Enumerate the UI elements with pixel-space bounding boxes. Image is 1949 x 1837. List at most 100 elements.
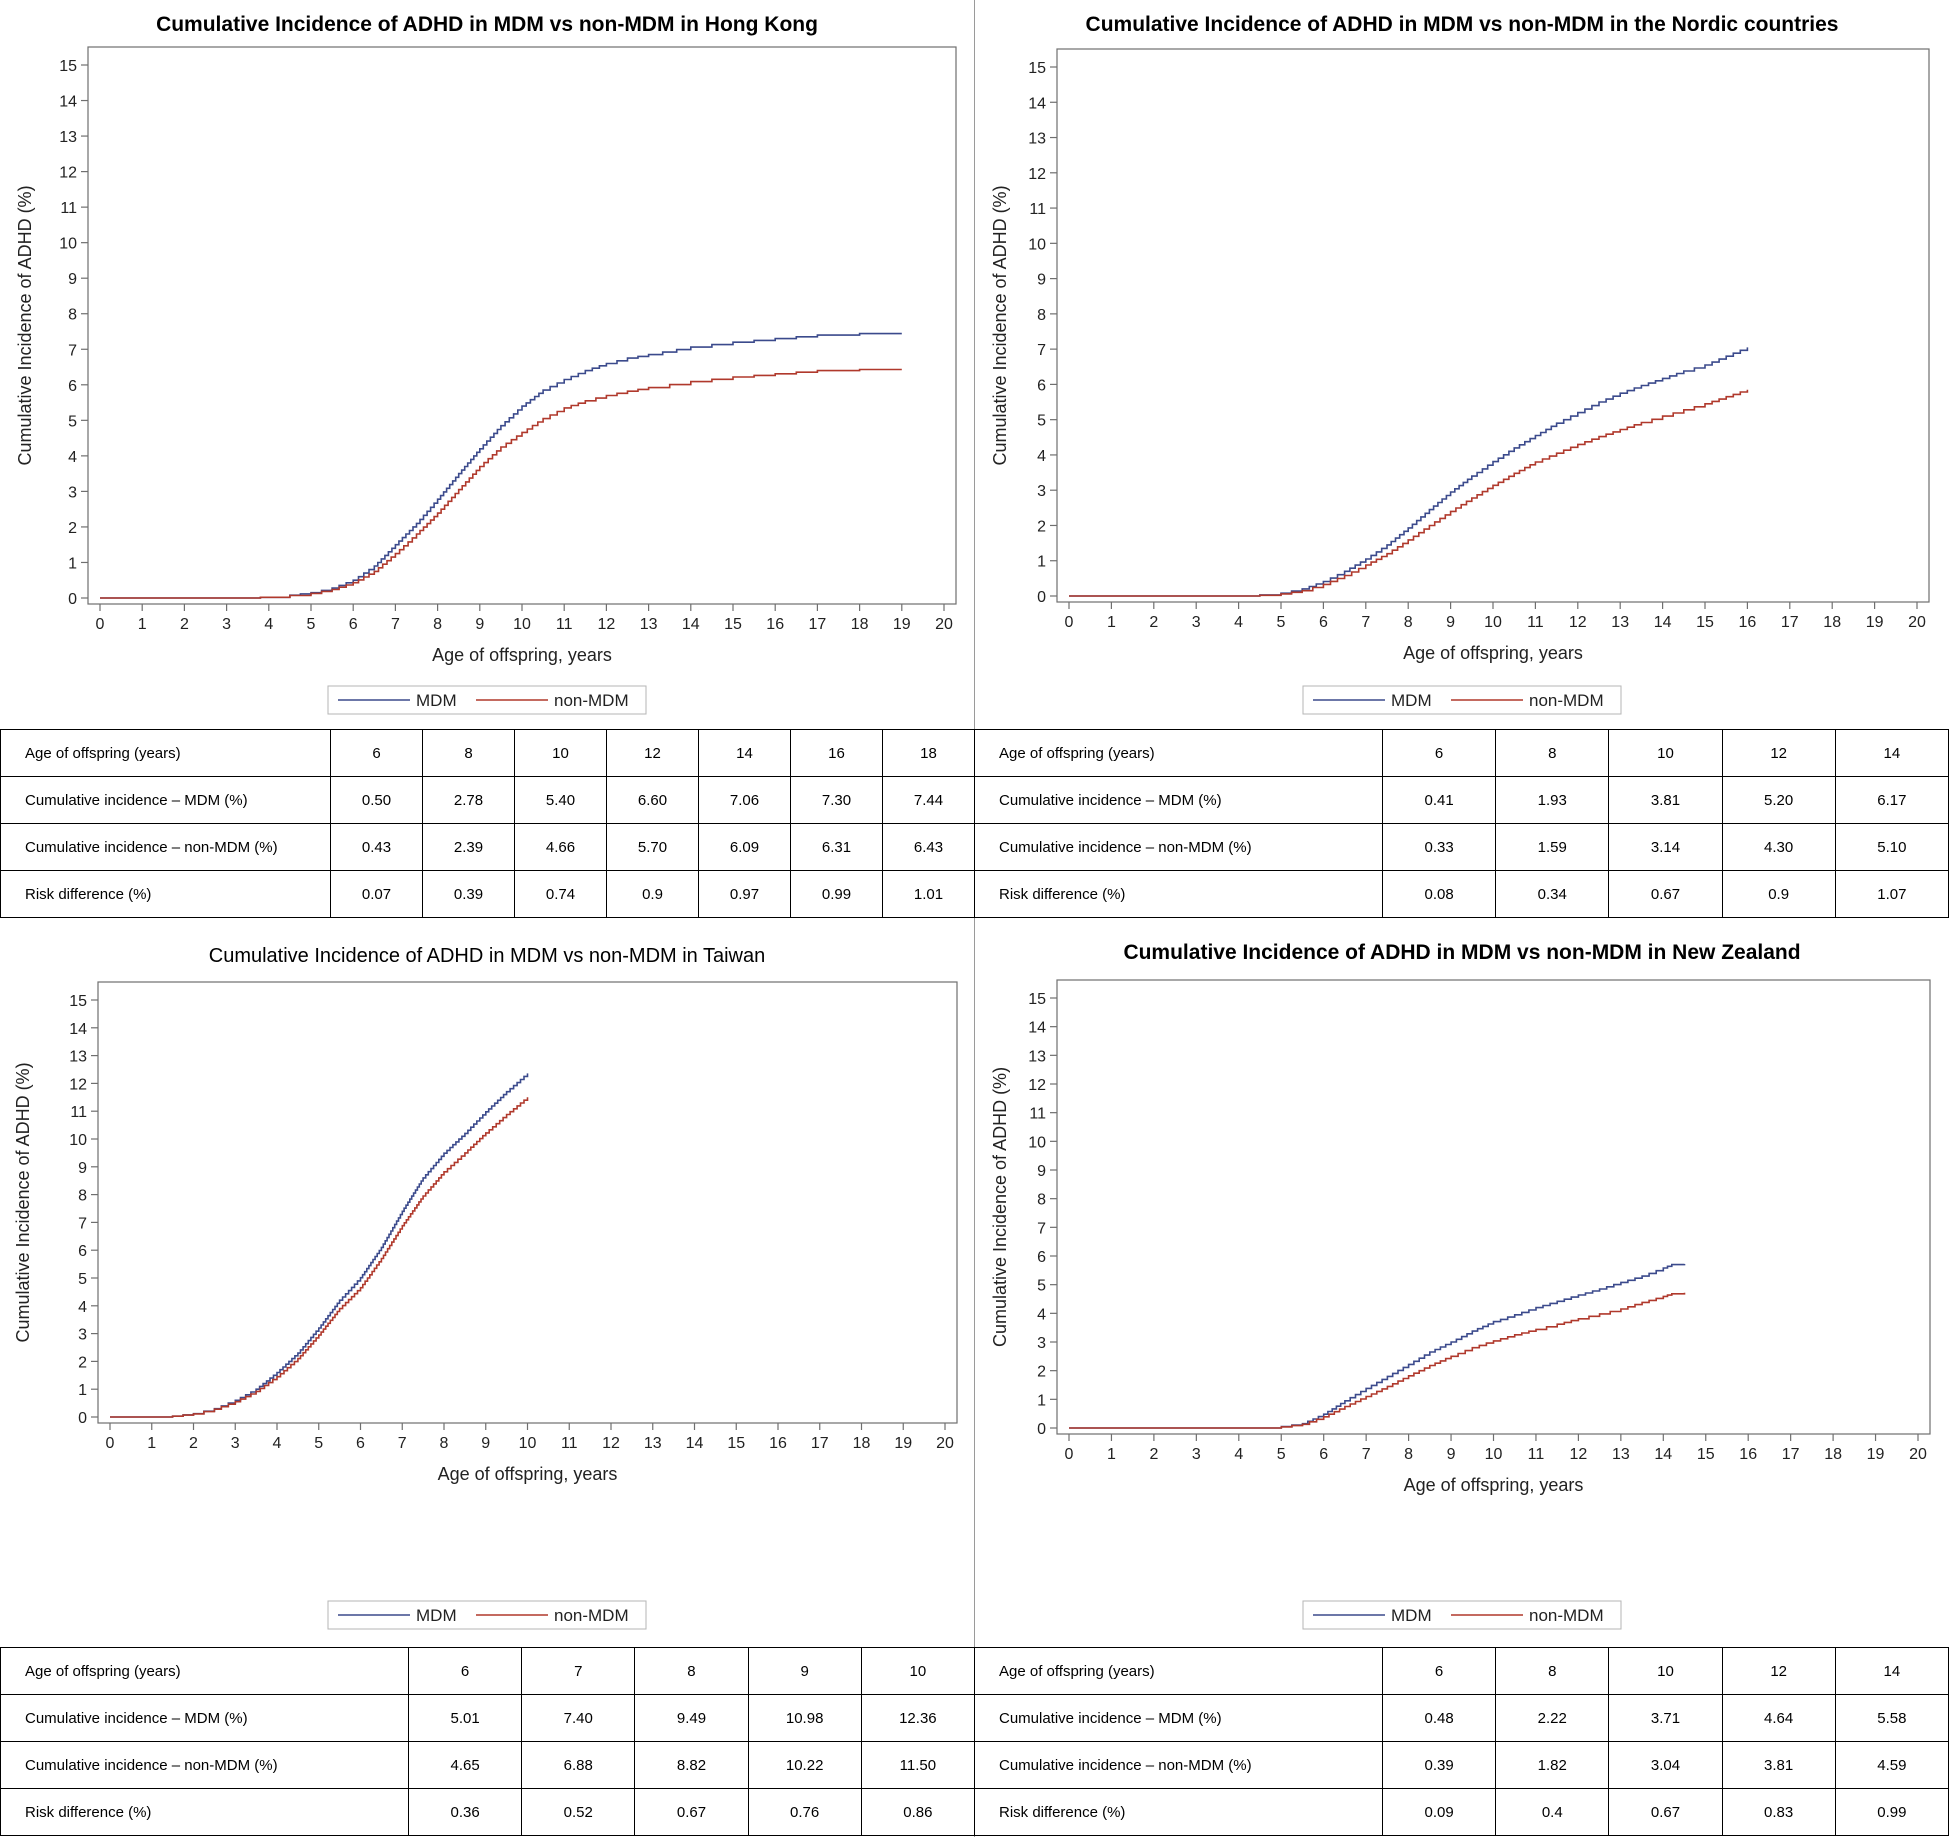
table-row: Risk difference (%) 0.36 0.52 0.67 0.76 0.86 xyxy=(0,1788,976,1836)
table-cell: 8.82 xyxy=(634,1741,749,1789)
table-cell: 0.67 xyxy=(1608,870,1723,918)
chart-title: Cumulative Incidence of ADHD in MDM vs n… xyxy=(1086,13,1839,36)
table-cell: 0.43 xyxy=(330,823,423,871)
x-tick-label: 19 xyxy=(894,1435,912,1452)
table-cell: 0.97 xyxy=(698,870,791,918)
table-row: Cumulative incidence – non-MDM (%) 0.39 1.… xyxy=(974,1741,1949,1789)
table-cell: 0.34 xyxy=(1495,870,1610,918)
y-tick-label: 3 xyxy=(78,1327,87,1344)
table-cell: 6.17 xyxy=(1834,776,1949,824)
x-tick-label: 8 xyxy=(1404,614,1413,631)
age-header-cell: 12 xyxy=(1721,729,1836,777)
x-tick-label: 10 xyxy=(1485,1446,1503,1463)
table-cell: 6.88 xyxy=(521,1741,636,1789)
x-tick-label: 3 xyxy=(231,1435,240,1452)
x-tick-label: 5 xyxy=(1277,1446,1286,1463)
row-label: Age of offspring (years) xyxy=(974,729,1383,777)
x-tick-label: 11 xyxy=(1528,1446,1545,1463)
y-tick-label: 10 xyxy=(69,1132,87,1149)
x-tick-label: 14 xyxy=(682,616,700,633)
row-label: Cumulative incidence – non-MDM (%) xyxy=(0,1741,409,1789)
y-tick-label: 4 xyxy=(1037,448,1046,465)
x-tick-label: 18 xyxy=(1823,614,1841,631)
table-cell: 0.67 xyxy=(1608,1788,1723,1836)
table-cell: 6.09 xyxy=(698,823,791,871)
x-tick-label: 17 xyxy=(1782,1446,1800,1463)
x-tick-label: 7 xyxy=(391,616,400,633)
y-tick-label: 6 xyxy=(68,378,77,395)
table-row: Risk difference (%) 0.08 0.34 0.67 0.9 1.07 xyxy=(974,870,1949,918)
row-label: Cumulative incidence – non-MDM (%) xyxy=(0,823,331,871)
x-tick-label: 12 xyxy=(1570,1446,1588,1463)
table-cell: 0.86 xyxy=(860,1788,976,1836)
x-tick-label: 14 xyxy=(1654,614,1672,631)
table-cell: 5.20 xyxy=(1721,776,1836,824)
x-tick-label: 2 xyxy=(180,616,189,633)
x-tick-label: 19 xyxy=(1866,614,1884,631)
table-cell: 4.65 xyxy=(407,1741,523,1789)
x-tick-label: 4 xyxy=(264,616,273,633)
x-tick-label: 8 xyxy=(440,1435,449,1452)
series-line-non-mdm xyxy=(110,1097,529,1418)
y-tick-label: 2 xyxy=(1037,1364,1046,1381)
age-header-cell: 6 xyxy=(330,729,423,777)
age-header-cell: 10 xyxy=(1608,1647,1723,1695)
x-tick-label: 13 xyxy=(1612,1446,1630,1463)
y-axis-label: Cumulative Incidence of ADHD (%) xyxy=(13,1062,33,1342)
table-cell: 0.50 xyxy=(330,776,423,824)
y-tick-label: 5 xyxy=(1037,413,1046,430)
y-tick-label: 3 xyxy=(68,484,77,501)
table-cell: 4.64 xyxy=(1721,1694,1836,1742)
y-tick-label: 8 xyxy=(1037,1192,1046,1209)
age-header-cell: 14 xyxy=(1834,1647,1949,1695)
x-tick-label: 2 xyxy=(1149,1446,1158,1463)
y-tick-label: 8 xyxy=(1037,307,1046,324)
row-label: Risk difference (%) xyxy=(0,1788,409,1836)
row-label: Cumulative incidence – MDM (%) xyxy=(974,776,1383,824)
table-header-row: Age of offspring (years) 6 7 8 9 10 xyxy=(0,1647,976,1695)
x-tick-label: 0 xyxy=(96,616,105,633)
row-label: Cumulative incidence – non-MDM (%) xyxy=(974,823,1383,871)
table-cell: 5.40 xyxy=(514,776,607,824)
chart-title: Cumulative Incidence of ADHD in MDM vs n… xyxy=(209,945,766,967)
x-tick-label: 9 xyxy=(1446,614,1455,631)
y-tick-label: 0 xyxy=(1037,589,1046,606)
table-cell: 0.48 xyxy=(1381,1694,1497,1742)
y-tick-label: 12 xyxy=(59,165,77,182)
y-tick-label: 8 xyxy=(68,307,77,324)
x-tick-label: 3 xyxy=(1192,1446,1201,1463)
series-line-mdm xyxy=(1069,347,1749,597)
y-tick-label: 10 xyxy=(1028,1134,1046,1151)
x-tick-label: 17 xyxy=(809,616,827,633)
x-tick-label: 18 xyxy=(1824,1446,1842,1463)
y-tick-label: 1 xyxy=(1037,1392,1046,1409)
x-tick-label: 12 xyxy=(1569,614,1587,631)
table-cell: 0.39 xyxy=(422,870,515,918)
y-tick-label: 13 xyxy=(1028,131,1046,148)
x-axis-label: Age of offspring, years xyxy=(432,645,612,665)
series-line-non-mdm xyxy=(1069,1292,1686,1429)
y-tick-label: 14 xyxy=(1028,1020,1046,1037)
y-tick-label: 0 xyxy=(78,1410,87,1427)
table-cell: 0.99 xyxy=(790,870,883,918)
y-axis-label: Cumulative Incidence of ADHD (%) xyxy=(990,1067,1010,1347)
age-header-cell: 10 xyxy=(1608,729,1723,777)
x-tick-label: 2 xyxy=(189,1435,198,1452)
x-tick-label: 18 xyxy=(853,1435,871,1452)
table-row: Cumulative incidence – MDM (%) 0.50 2.78 5.… xyxy=(0,776,975,824)
x-tick-label: 1 xyxy=(1107,1446,1116,1463)
x-tick-label: 12 xyxy=(598,616,616,633)
table-cell: 7.30 xyxy=(790,776,883,824)
x-tick-label: 6 xyxy=(356,1435,365,1452)
table-header-row: Age of offspring (years) 6 8 10 12 14 xyxy=(974,729,1949,777)
table-cell: 5.01 xyxy=(407,1694,523,1742)
table-row: Cumulative incidence – MDM (%) 0.41 1.93 3.… xyxy=(974,776,1949,824)
table-cell: 12.36 xyxy=(860,1694,976,1742)
table-cell: 0.09 xyxy=(1381,1788,1497,1836)
x-tick-label: 0 xyxy=(1065,1446,1074,1463)
table-cell: 10.22 xyxy=(747,1741,862,1789)
y-tick-label: 4 xyxy=(78,1299,87,1316)
y-tick-label: 6 xyxy=(78,1243,87,1260)
x-tick-label: 3 xyxy=(1192,614,1201,631)
table-cell: 2.78 xyxy=(422,776,515,824)
